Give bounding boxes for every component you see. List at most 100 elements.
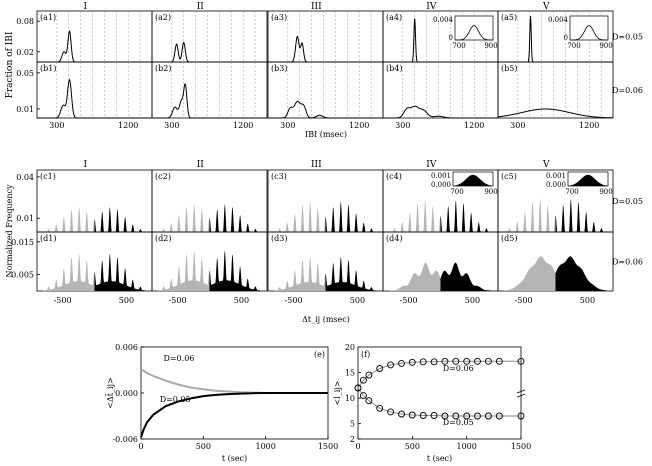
row-b-panel-5 <box>497 61 614 119</box>
y-tick-label: 0.005 <box>11 271 34 280</box>
negative-lag-area <box>158 204 210 232</box>
panel-label: (c1) <box>40 172 56 181</box>
column-label-middle-4: IV <box>426 160 437 170</box>
ibi-curve <box>152 41 267 63</box>
x-axis-label: t (sec) <box>222 454 247 463</box>
positive-lag-area <box>325 201 377 232</box>
data-point <box>484 357 492 365</box>
positive-lag-area <box>555 199 607 232</box>
x-tick-label: 1200 <box>118 121 138 130</box>
panel-f: D=0.06 D=0.05 2 5 10 15 20 0 500 1000 1500 (f) t (se… <box>333 343 531 463</box>
data-point <box>419 358 427 366</box>
y-tick-label: 0.02 <box>16 48 34 57</box>
panel-frame <box>497 61 614 119</box>
column-label-top-4: IV <box>426 2 437 12</box>
column-label-middle-1: I <box>84 160 88 170</box>
inset-y-tick: 0.004 <box>548 16 569 24</box>
x-tick-label: 1200 <box>464 121 484 130</box>
data-point <box>463 412 471 420</box>
data-point <box>452 412 460 420</box>
inset-x-tick: 900 <box>484 42 497 50</box>
inset-y-tick: 0 <box>564 34 568 42</box>
x-tick-label: 500 <box>350 296 365 305</box>
ibi-curve <box>497 108 613 119</box>
y-tick-label: -0.006 <box>112 435 138 444</box>
y-tick-label: 0.08 <box>16 17 34 26</box>
inset-y-tick: 0.004 <box>433 16 454 24</box>
series-line <box>140 368 328 394</box>
x-axis-label-middle: Δt_ij (msec) <box>302 315 350 324</box>
data-point <box>495 412 503 420</box>
inset-frame <box>569 15 609 41</box>
panel-frame <box>357 346 522 440</box>
x-tick-label: 300 <box>280 121 295 130</box>
series-label: D=0.06 <box>443 364 474 373</box>
data-point <box>408 358 416 366</box>
x-tick-label: 1200 <box>349 121 369 130</box>
panel-label: (b1) <box>40 64 56 73</box>
y-tick-label: 0.05 <box>16 69 34 78</box>
data-point <box>419 412 427 419</box>
column-label-middle-3: III <box>311 160 322 170</box>
positive-lag-area <box>94 207 146 232</box>
data-point <box>354 384 362 392</box>
y-tick-label: 0.01 <box>16 214 34 223</box>
inset-x-tick: 900 <box>599 188 612 196</box>
ibi-curve <box>152 83 267 119</box>
positive-lag-area <box>94 253 146 291</box>
inset-frame <box>454 15 494 41</box>
panel-label: (b4) <box>386 64 402 73</box>
data-point <box>430 412 438 419</box>
data-point <box>387 361 395 369</box>
panel-label: (e) <box>314 350 325 359</box>
inset-x-tick: 900 <box>484 188 497 196</box>
data-point <box>359 392 367 400</box>
row-b-panel-2 <box>151 61 268 119</box>
x-tick-label: 1000 <box>456 442 476 451</box>
x-tick-label: -500 <box>515 296 533 305</box>
panel-label: (d4) <box>386 234 402 243</box>
negative-lag-area <box>504 256 556 291</box>
x-tick-label: 300 <box>49 121 64 130</box>
ibi-curve <box>268 100 383 119</box>
panel-label: (a1) <box>40 13 56 22</box>
data-point <box>474 412 481 420</box>
x-tick-label: 500 <box>580 296 595 305</box>
x-tick-label: 500 <box>465 296 480 305</box>
y-tick-label: 5 <box>350 420 355 429</box>
series-line <box>357 387 521 417</box>
series-label: D=0.05 <box>160 395 191 404</box>
data-point <box>517 357 525 365</box>
side-label-row-c: D=0.05 <box>612 197 643 206</box>
panel-label: (d1) <box>40 234 56 243</box>
negative-lag-area <box>274 256 326 291</box>
data-point <box>495 357 503 365</box>
negative-lag-area <box>158 250 210 291</box>
panel-label: (b2) <box>155 64 171 73</box>
data-point <box>387 408 395 416</box>
data-point <box>398 410 405 418</box>
ibi-curve <box>383 105 498 119</box>
data-point <box>398 359 405 367</box>
panel-label: (a5) <box>501 13 517 22</box>
data-point <box>430 358 438 366</box>
panel-label: (a4) <box>386 13 402 22</box>
column-label-top-2: II <box>197 2 205 12</box>
positive-lag-area <box>325 256 377 291</box>
y-tick-label: 0.015 <box>11 238 34 247</box>
axis-break <box>516 389 526 398</box>
column-label-top-5: V <box>542 2 550 12</box>
ibi-curve <box>37 78 152 119</box>
x-tick-label: -500 <box>169 296 187 305</box>
column-label-top-3: III <box>311 2 322 12</box>
x-tick-label: 1200 <box>579 121 599 130</box>
inset-x-tick: 900 <box>599 42 612 50</box>
data-point <box>463 357 471 365</box>
data-point <box>484 412 492 420</box>
positive-lag-area <box>209 250 261 291</box>
negative-lag-area <box>504 199 556 232</box>
